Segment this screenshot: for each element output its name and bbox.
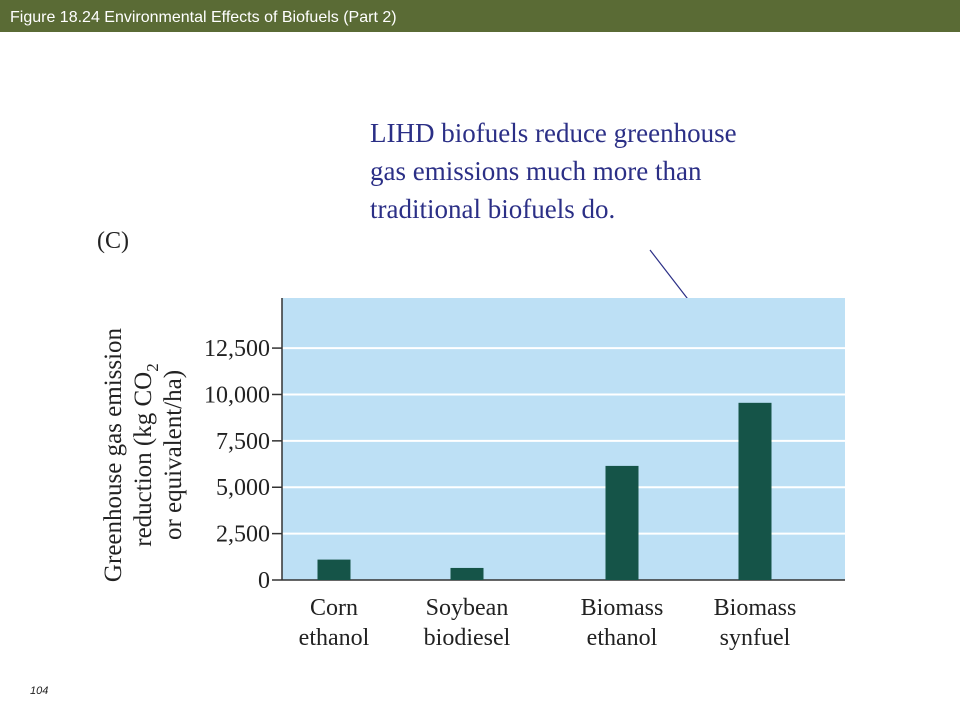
plot-area: 0 2,500 5,000 7,500 10,000 12,500 Corn ethanol S… — [100, 298, 845, 651]
annotation-line-3: traditional biofuels do. — [370, 194, 616, 224]
y-axis-label: Greenhouse gas emission reduction (kg CO2… — [100, 327, 187, 582]
y-axis-label-subscript: 2 — [143, 363, 162, 372]
x-category-label: Biomass — [581, 595, 664, 621]
bar — [605, 465, 639, 580]
x-category-label: biodiesel — [424, 625, 511, 651]
y-axis-label-line: or equivalent/ha) — [160, 370, 187, 540]
y-axis-label-line: reduction (kg CO2 — [130, 363, 162, 546]
x-category-label: Soybean — [426, 595, 509, 621]
annotation-line-1: LIHD biofuels reduce greenhouse — [370, 118, 737, 148]
x-category-label: ethanol — [587, 625, 658, 651]
panel-label: (C) — [97, 228, 129, 254]
x-category-label: Corn — [310, 595, 358, 621]
x-category-label: Biomass — [714, 595, 797, 621]
y-tick-label: 10,000 — [204, 382, 270, 408]
title-bar: Figure 18.24 Environmental Effects of Bi… — [0, 0, 960, 32]
y-tick-label: 2,500 — [216, 522, 270, 548]
x-category-label: synfuel — [720, 625, 791, 651]
bar — [738, 402, 772, 580]
bar — [317, 559, 351, 580]
y-tick-label: 7,500 — [216, 429, 270, 455]
y-tick-label: 5,000 — [216, 475, 270, 501]
annotation-line-2: gas emissions much more than — [370, 156, 702, 186]
annotation-text: LIHD biofuels reduce greenhouse gas emis… — [370, 114, 840, 228]
y-axis-label-line: Greenhouse gas emission — [100, 327, 127, 582]
y-tick-label: 12,500 — [204, 336, 270, 362]
figure-title: Figure 18.24 Environmental Effects of Bi… — [10, 9, 397, 26]
bar — [450, 567, 484, 580]
page-number: 104 — [30, 685, 49, 697]
x-category-label: ethanol — [299, 625, 370, 651]
y-tick-label: 0 — [258, 568, 270, 594]
